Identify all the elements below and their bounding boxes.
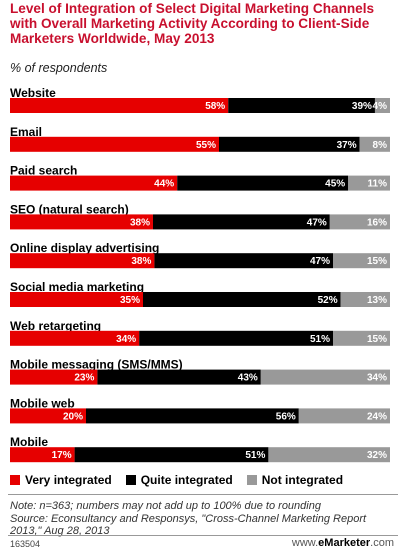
category-label-mobile-web: Mobile web — [10, 396, 75, 410]
data-label-very-integrated-online-display-advertising: 38% — [131, 256, 151, 267]
bar-not-integrated-paid-search — [348, 175, 390, 191]
data-label-very-integrated-mobile-messaging-sms-mms: 23% — [74, 373, 94, 384]
bar-very-integrated-seo-natural-search — [10, 214, 153, 230]
category-label-email: Email — [10, 125, 42, 139]
bar-quite-integrated-mobile-web — [86, 408, 299, 424]
bar-not-integrated-mobile-messaging-sms-mms — [260, 369, 390, 385]
data-label-not-integrated-mobile-web: 24% — [367, 411, 387, 422]
data-label-very-integrated-web-retargeting: 34% — [116, 334, 136, 345]
legend-swatch-very-integrated — [10, 475, 20, 485]
category-label-seo-natural-search: SEO (natural search) — [10, 202, 129, 216]
chart-id: 163504 — [10, 539, 41, 549]
data-label-not-integrated-paid-search: 11% — [368, 179, 388, 190]
bar-not-integrated-seo-natural-search — [329, 214, 390, 230]
data-label-quite-integrated-social-media-marketing: 52% — [318, 295, 338, 306]
category-label-paid-search: Paid search — [10, 164, 77, 178]
bar-quite-integrated-social-media-marketing — [143, 292, 341, 307]
bar-very-integrated-mobile-web — [10, 408, 86, 424]
bar-not-integrated-mobile-web — [298, 408, 390, 424]
chart-legend: Very integrated Quite integrated Not integ… — [10, 473, 343, 487]
legend-label-very-integrated: Very integrated — [25, 473, 112, 487]
bar-not-integrated-website — [374, 98, 390, 113]
data-label-very-integrated-social-media-marketing: 35% — [120, 295, 140, 306]
bar-quite-integrated-online-display-advertising — [154, 253, 333, 269]
category-label-social-media-marketing: Social media marketing — [10, 280, 144, 294]
brand-prefix: www. — [291, 537, 319, 549]
data-label-quite-integrated-email: 37% — [337, 140, 357, 151]
data-label-very-integrated-paid-search: 44% — [154, 179, 174, 190]
bar-quite-integrated-email — [219, 136, 360, 152]
category-label-mobile: Mobile — [10, 435, 48, 449]
bar-not-integrated-mobile — [268, 447, 390, 463]
data-label-quite-integrated-mobile-messaging-sms-mms: 43% — [238, 373, 258, 384]
data-label-not-integrated-website: 4% — [373, 101, 388, 112]
bar-very-integrated-online-display-advertising — [10, 253, 155, 269]
bar-not-integrated-web-retargeting — [333, 330, 390, 346]
divider-bottom — [8, 535, 398, 536]
data-label-not-integrated-mobile-messaging-sms-mms: 34% — [367, 373, 387, 384]
data-label-quite-integrated-website: 39% — [352, 101, 372, 112]
note-text: Note: n=363; numbers may not add up to 1… — [10, 500, 321, 512]
data-label-not-integrated-email: 8% — [373, 140, 388, 151]
bar-very-integrated-social-media-marketing — [10, 292, 143, 307]
bar-quite-integrated-website — [228, 98, 375, 113]
brand-name: eMarketer — [318, 537, 371, 549]
bar-very-integrated-paid-search — [10, 175, 178, 191]
stacked-bar-chart: Website 58% 39% 4% Email 55% 37% 8% Paid search 4… — [10, 86, 390, 463]
bar-very-integrated-mobile-messaging-sms-mms — [10, 369, 98, 385]
category-label-mobile-messaging-sms-mms: Mobile messaging (SMS/MMS) — [10, 358, 183, 372]
data-label-not-integrated-mobile: 32% — [367, 450, 387, 461]
source-text: Source: Econsultancy and Responsys, "Cro… — [10, 512, 367, 538]
data-label-very-integrated-mobile-web: 20% — [63, 411, 83, 422]
bar-very-integrated-web-retargeting — [10, 330, 140, 346]
data-label-quite-integrated-seo-natural-search: 47% — [307, 217, 327, 228]
data-label-very-integrated-seo-natural-search: 38% — [130, 217, 150, 228]
footnote: Note: n=363; numbers may not add up to 1… — [10, 500, 396, 538]
data-label-not-integrated-web-retargeting: 15% — [367, 334, 387, 345]
legend-label-quite-integrated: Quite integrated — [140, 473, 233, 487]
bar-very-integrated-website — [10, 98, 229, 113]
chart-title: Level of Integration of Select Digital M… — [10, 1, 375, 46]
data-label-quite-integrated-online-display-advertising: 47% — [310, 256, 330, 267]
legend-swatch-not-integrated — [246, 475, 257, 485]
legend-item-quite-integrated: Quite integrated — [125, 473, 233, 487]
bar-quite-integrated-mobile-messaging-sms-mms — [97, 369, 261, 385]
data-label-not-integrated-seo-natural-search: 16% — [367, 217, 387, 228]
chart-subtitle: % of respondents — [10, 61, 108, 75]
legend-label-not-integrated: Not integrated — [261, 473, 344, 487]
bar-quite-integrated-web-retargeting — [139, 330, 333, 346]
data-label-quite-integrated-mobile-web: 56% — [276, 411, 296, 422]
bar-not-integrated-social-media-marketing — [340, 292, 390, 307]
bar-quite-integrated-paid-search — [177, 175, 349, 191]
bar-quite-integrated-mobile — [74, 447, 269, 463]
bar-very-integrated-mobile — [10, 447, 75, 463]
legend-swatch-quite-integrated — [125, 475, 136, 485]
divider-top — [8, 494, 398, 495]
bar-quite-integrated-seo-natural-search — [152, 214, 330, 230]
legend-item-very-integrated: Very integrated — [10, 473, 112, 487]
bar-not-integrated-email — [359, 136, 390, 152]
bar-very-integrated-email — [10, 136, 219, 152]
bar-not-integrated-online-display-advertising — [333, 253, 390, 269]
data-label-very-integrated-website: 58% — [205, 101, 225, 112]
brand-suffix: .com — [370, 537, 394, 549]
category-label-website: Website — [10, 86, 56, 100]
data-label-very-integrated-mobile: 17% — [52, 450, 72, 461]
data-label-quite-integrated-paid-search: 45% — [325, 179, 345, 190]
category-label-web-retargeting: Web retargeting — [10, 319, 101, 333]
data-label-not-integrated-social-media-marketing: 13% — [367, 295, 387, 306]
data-label-not-integrated-online-display-advertising: 15% — [367, 256, 387, 267]
category-label-online-display-advertising: Online display advertising — [10, 241, 159, 255]
brand-logo: www.eMarketer.com — [292, 537, 394, 549]
data-label-very-integrated-email: 55% — [196, 140, 216, 151]
data-label-quite-integrated-mobile: 51% — [245, 450, 265, 461]
legend-item-not-integrated: Not integrated — [246, 473, 344, 487]
data-label-quite-integrated-web-retargeting: 51% — [310, 334, 330, 345]
